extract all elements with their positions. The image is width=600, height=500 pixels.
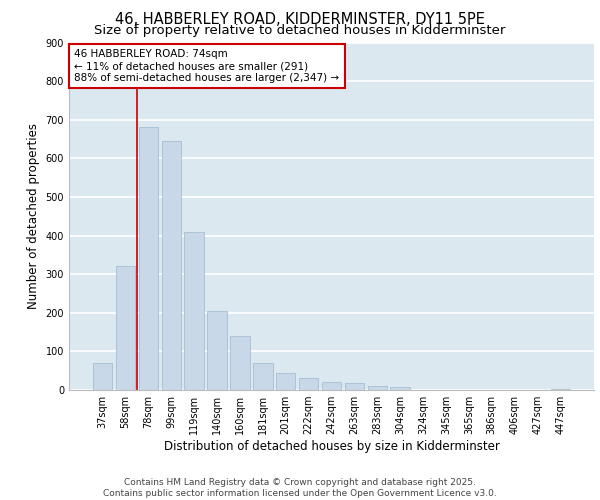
Bar: [322, 382, 341, 390]
Bar: [551, 389, 570, 390]
Bar: [139, 128, 158, 390]
Text: 46, HABBERLEY ROAD, KIDDERMINSTER, DY11 5PE: 46, HABBERLEY ROAD, KIDDERMINSTER, DY11 …: [115, 12, 485, 28]
Bar: [368, 386, 387, 390]
Bar: [276, 372, 295, 390]
Text: Contains HM Land Registry data © Crown copyright and database right 2025.
Contai: Contains HM Land Registry data © Crown c…: [103, 478, 497, 498]
Bar: [230, 336, 250, 390]
Bar: [344, 383, 364, 390]
Bar: [116, 266, 135, 390]
Bar: [184, 232, 204, 390]
Text: 46 HABBERLEY ROAD: 74sqm
← 11% of detached houses are smaller (291)
88% of semi-: 46 HABBERLEY ROAD: 74sqm ← 11% of detach…: [74, 50, 340, 82]
Bar: [93, 363, 112, 390]
Bar: [299, 378, 319, 390]
Y-axis label: Number of detached properties: Number of detached properties: [27, 123, 40, 309]
Bar: [208, 311, 227, 390]
Text: Size of property relative to detached houses in Kidderminster: Size of property relative to detached ho…: [94, 24, 506, 37]
Bar: [161, 141, 181, 390]
Bar: [253, 363, 272, 390]
Bar: [391, 387, 410, 390]
X-axis label: Distribution of detached houses by size in Kidderminster: Distribution of detached houses by size …: [164, 440, 499, 453]
